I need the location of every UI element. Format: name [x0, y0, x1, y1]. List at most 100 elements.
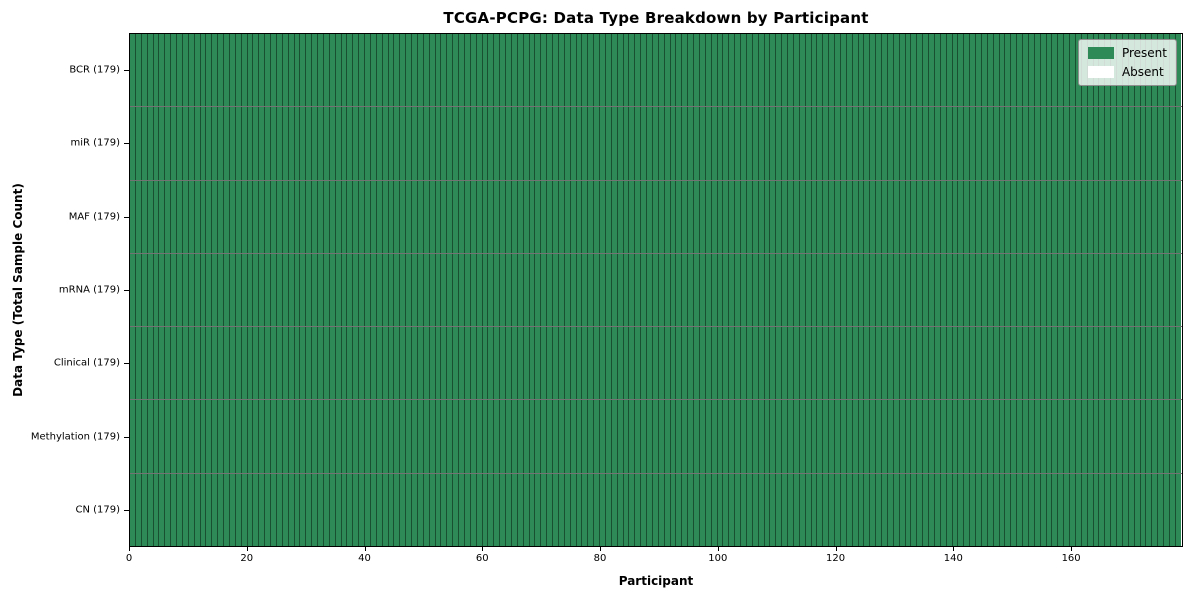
heatmap-cell: [886, 327, 893, 400]
heatmap-cell: [622, 473, 629, 546]
heatmap-cell: [428, 473, 435, 546]
heatmap-cell: [857, 473, 864, 546]
heatmap-cell: [669, 400, 676, 473]
heatmap-cell: [939, 34, 946, 107]
heatmap-cell: [593, 327, 599, 400]
heatmap-cell: [1022, 253, 1028, 327]
heatmap-cell: [1069, 473, 1075, 546]
heatmap-cell: [193, 180, 200, 253]
heatmap-cell: [587, 327, 594, 400]
heatmap-cell: [651, 253, 658, 327]
heatmap-cell: [452, 253, 458, 327]
heatmap-cell: [651, 327, 658, 400]
heatmap-cell: [1063, 327, 1069, 400]
heatmap-cell: [164, 34, 171, 107]
heatmap-cell: [422, 400, 429, 473]
heatmap-cell: [910, 253, 917, 327]
heatmap-cell: [892, 327, 899, 400]
heatmap-cell: [499, 180, 505, 253]
heatmap-cell: [446, 107, 453, 180]
heatmap-cell: [1033, 34, 1040, 107]
heatmap-cell: [446, 473, 453, 546]
heatmap-cell: [252, 180, 259, 253]
heatmap-cell: [463, 473, 470, 546]
heatmap-cell: [1110, 107, 1116, 180]
heatmap-cell: [434, 107, 441, 180]
heatmap-cell: [986, 253, 993, 327]
heatmap-cell: [1074, 34, 1081, 107]
heatmap-cell: [816, 34, 823, 107]
x-tick-label: 40: [358, 553, 371, 564]
heatmap-cell: [581, 327, 588, 400]
heatmap-cell: [886, 107, 893, 180]
heatmap-cell: [375, 180, 382, 253]
heatmap-cell: [646, 34, 652, 107]
heatmap-cell: [622, 34, 629, 107]
heatmap-cell: [698, 34, 705, 107]
heatmap-cell: [910, 34, 917, 107]
heatmap-cell: [581, 107, 588, 180]
heatmap-cell: [499, 327, 505, 400]
heatmap-cell: [223, 327, 229, 400]
heatmap-cell: [211, 107, 218, 180]
heatmap-cell: [745, 253, 752, 327]
heatmap-cell: [904, 180, 911, 253]
heatmap-cell: [992, 473, 999, 546]
heatmap-cell: [1045, 473, 1052, 546]
heatmap-cell: [886, 253, 893, 327]
heatmap-cell: [158, 400, 165, 473]
heatmap-cell: [910, 473, 917, 546]
heatmap-cell: [505, 253, 511, 327]
heatmap-cell: [939, 400, 946, 473]
heatmap-cell: [458, 253, 464, 327]
heatmap-cell: [745, 34, 752, 107]
heatmap-cell: [945, 327, 952, 400]
heatmap-cell: [1151, 107, 1158, 180]
heatmap-cell: [775, 400, 782, 473]
heatmap-cell: [1121, 180, 1128, 253]
y-tick-mark: [124, 69, 129, 71]
heatmap-cell: [698, 180, 705, 253]
heatmap-cell: [557, 34, 564, 107]
heatmap-cell: [675, 253, 682, 327]
heatmap-cell: [698, 327, 705, 400]
heatmap-cell: [130, 327, 135, 400]
heatmap-cell: [875, 473, 881, 546]
heatmap-cell: [264, 34, 270, 107]
heatmap-cell: [816, 253, 823, 327]
heatmap-cell: [546, 327, 552, 400]
heatmap-cell: [246, 400, 253, 473]
heatmap-cell: [416, 327, 423, 400]
heatmap-cell: [998, 253, 1005, 327]
heatmap-cell: [293, 34, 300, 107]
heatmap-cell: [892, 253, 899, 327]
heatmap-cell: [792, 180, 799, 253]
heatmap-cell: [575, 107, 582, 180]
heatmap-cell: [1163, 180, 1169, 253]
heatmap-cell: [1157, 107, 1163, 180]
heatmap-cell: [787, 473, 793, 546]
heatmap-cell: [928, 253, 934, 327]
heatmap-cell: [228, 400, 235, 473]
heatmap-cell: [663, 400, 670, 473]
heatmap-cell: [675, 473, 682, 546]
heatmap-cell: [516, 327, 523, 400]
heatmap-cell: [834, 473, 840, 546]
heatmap-cell: [146, 107, 153, 180]
heatmap-cell: [1116, 107, 1122, 180]
heatmap-cell: [440, 473, 447, 546]
heatmap-cell: [528, 107, 535, 180]
heatmap-cell: [681, 253, 688, 327]
heatmap-cell: [810, 473, 817, 546]
heatmap-cell: [346, 180, 353, 253]
heatmap-cell: [904, 34, 911, 107]
heatmap-cell: [963, 400, 970, 473]
heatmap-cell: [375, 473, 382, 546]
heatmap-cell: [1116, 327, 1122, 400]
heatmap-cell: [358, 473, 364, 546]
heatmap-cell: [140, 400, 147, 473]
heatmap-cell: [975, 180, 981, 253]
heatmap-cell: [1110, 400, 1116, 473]
heatmap-cell: [863, 253, 870, 327]
heatmap-cell: [334, 253, 341, 327]
